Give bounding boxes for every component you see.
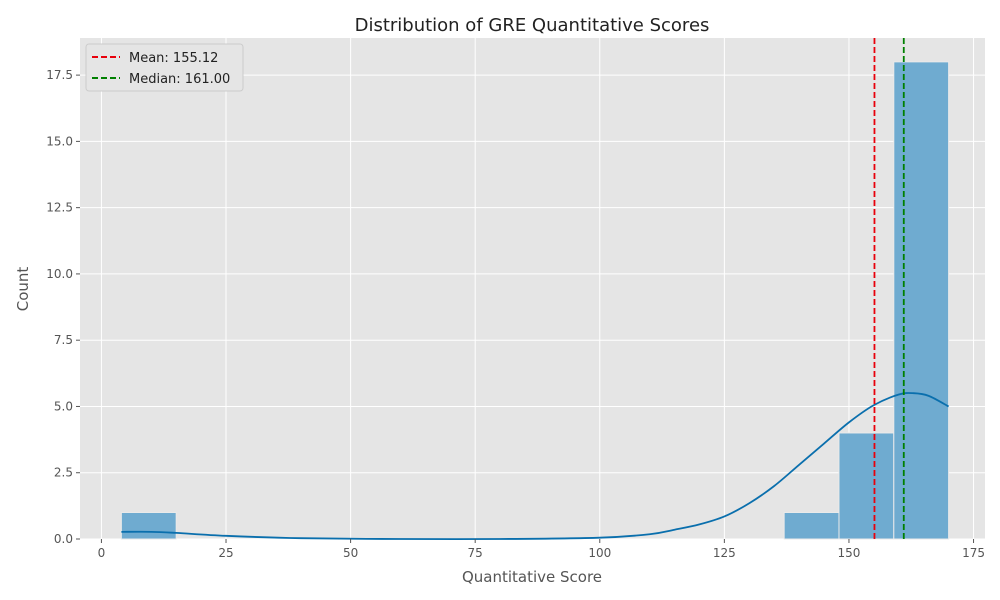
y-tick-label: 7.5 [54, 333, 73, 347]
y-tick-label: 15.0 [46, 134, 73, 148]
histogram-bar [838, 432, 895, 540]
y-axis-ticks: 0.0 2.5 5.0 7.5 10.0 12.5 15.0 17.5 [46, 68, 80, 546]
kde-curve-layer [121, 392, 950, 541]
y-tick-label: 12.5 [46, 201, 73, 215]
x-axis-title: Quantitative Score [462, 568, 602, 586]
y-tick-label: 5.0 [54, 399, 73, 413]
y-axis-title: Count [14, 267, 32, 312]
y-tick-label: 10.0 [46, 267, 73, 281]
legend: Mean: 155.12 Median: 161.00 [85, 43, 244, 92]
x-tick-label: 125 [713, 546, 736, 560]
x-axis-ticks: 0 25 50 75 100 125 150 175 [98, 539, 985, 560]
histogram-bar [893, 61, 950, 540]
legend-mean-label: Mean: 155.12 [129, 51, 218, 66]
kde-curve [121, 392, 950, 541]
x-tick-label: 25 [218, 546, 233, 560]
histogram-bar [783, 511, 840, 540]
x-tick-label: 0 [98, 546, 106, 560]
x-tick-label: 150 [837, 546, 860, 560]
x-tick-label: 175 [962, 546, 985, 560]
x-tick-label: 100 [588, 546, 611, 560]
y-tick-label: 17.5 [46, 68, 73, 82]
chart-title: Distribution of GRE Quantitative Scores [355, 15, 710, 36]
reference-lines [873, 38, 905, 539]
legend-median-label: Median: 161.00 [129, 72, 230, 87]
plot-area [80, 38, 985, 539]
y-tick-label: 2.5 [54, 466, 73, 480]
legend-box [85, 43, 244, 92]
histogram-bar [120, 511, 177, 540]
x-tick-label: 75 [468, 546, 483, 560]
grid-lines [80, 38, 985, 540]
y-tick-label: 0.0 [54, 532, 73, 546]
x-tick-label: 50 [343, 546, 358, 560]
